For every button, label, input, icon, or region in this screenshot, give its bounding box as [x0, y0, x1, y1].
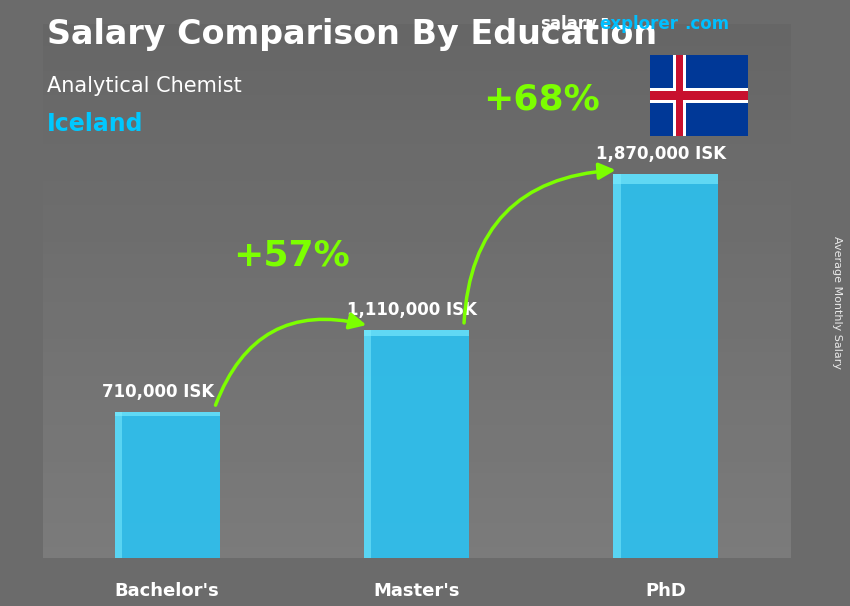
Text: Analytical Chemist: Analytical Chemist — [47, 76, 241, 96]
Text: +57%: +57% — [234, 238, 350, 273]
Bar — [650, 92, 748, 99]
Text: .com: .com — [684, 15, 729, 33]
Bar — [676, 55, 683, 136]
Text: 1,110,000 ISK: 1,110,000 ISK — [347, 301, 477, 319]
Text: Iceland: Iceland — [47, 112, 144, 136]
Text: explorer: explorer — [599, 15, 678, 33]
Bar — [115, 412, 122, 558]
Text: 710,000 ISK: 710,000 ISK — [102, 382, 214, 401]
Bar — [364, 330, 469, 558]
Bar — [364, 330, 371, 558]
Text: Master's
Degree: Master's Degree — [373, 582, 460, 606]
Bar — [364, 330, 469, 336]
Text: salary: salary — [540, 15, 597, 33]
Bar — [614, 174, 718, 558]
Text: Bachelor's
Degree: Bachelor's Degree — [115, 582, 219, 606]
Bar — [115, 412, 219, 558]
Text: +68%: +68% — [483, 82, 599, 116]
Text: Average Monthly Salary: Average Monthly Salary — [832, 236, 842, 370]
Bar — [614, 174, 620, 558]
Bar — [115, 412, 219, 416]
Text: Salary Comparison By Education: Salary Comparison By Education — [47, 18, 657, 51]
Text: 1,870,000 ISK: 1,870,000 ISK — [596, 145, 726, 162]
Bar — [614, 174, 718, 184]
Text: PhD: PhD — [645, 582, 686, 600]
Bar — [650, 88, 748, 103]
Bar — [672, 55, 687, 136]
